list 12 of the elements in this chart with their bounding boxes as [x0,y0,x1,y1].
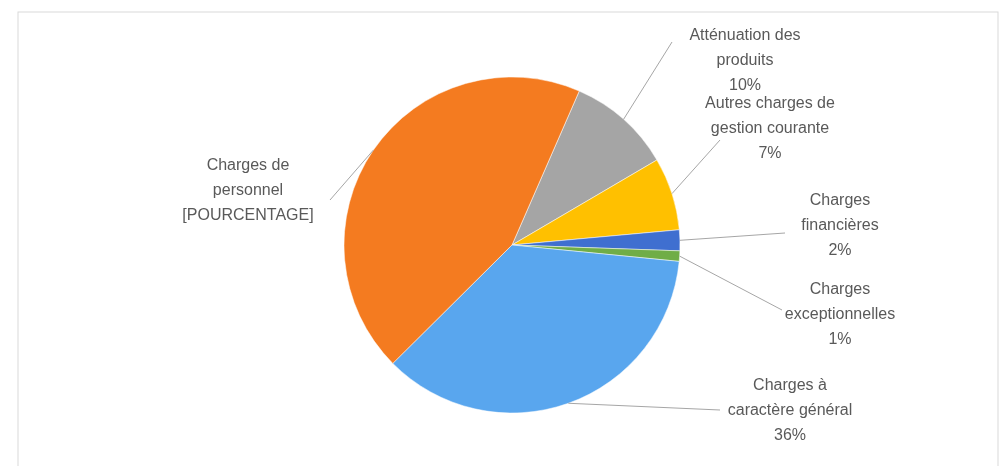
slice-label: Charges à caractère général [727,376,853,418]
data-label: [POURCENTAGE] [182,206,314,223]
data-label: 7% [758,144,782,161]
data-label: 2% [828,241,852,258]
slice-label: Charges exceptionnelles [784,280,896,322]
slice-label: Charges financières [801,191,879,233]
data-label: 36% [773,426,807,443]
slice-label: Autres charges de gestion courante [705,94,836,136]
data-label: 1% [828,330,852,347]
slice-label: Charges de personnel [206,156,290,198]
slice-label: Atténuation des produits [689,26,801,68]
data-label: 10% [728,76,762,93]
